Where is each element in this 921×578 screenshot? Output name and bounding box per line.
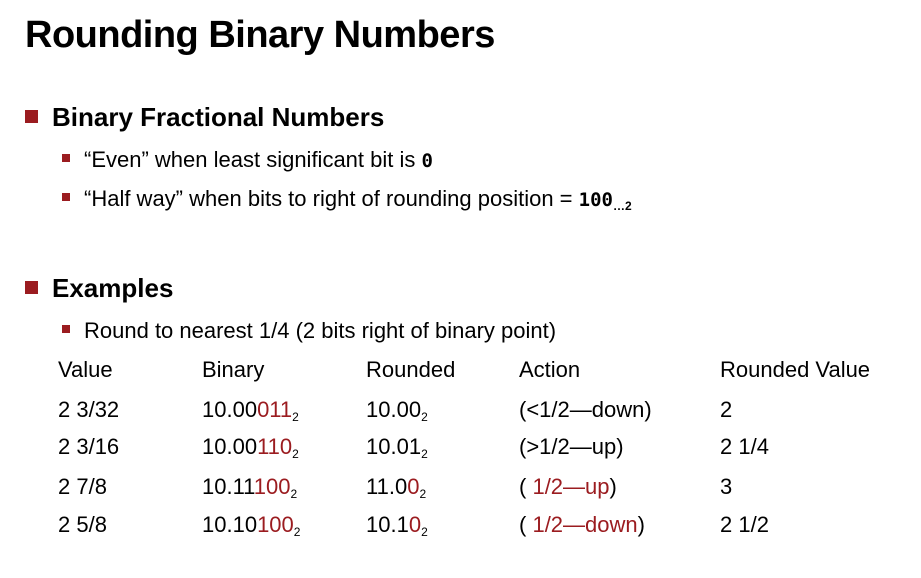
bullet-code-suffix: …2 — [612, 199, 632, 213]
bullet-square-icon — [62, 154, 70, 162]
bullet-text: “Half way” when bits to right of roundin… — [84, 186, 579, 211]
table-cell-value: 2 7/8 — [58, 474, 107, 499]
table-header: Rounded — [366, 357, 456, 382]
table-cell-rounded-value: 2 1/2 — [720, 512, 769, 537]
bullet-square-icon — [62, 325, 70, 333]
table-cell-action: ( 1/2—down) — [519, 512, 645, 537]
section-heading-examples: Examples — [25, 273, 173, 304]
bullet-square-icon — [25, 281, 38, 294]
table-cell-rounded-value: 3 — [720, 474, 733, 499]
table-cell-binary: 10.000112 — [202, 397, 299, 424]
slide-title: Rounding Binary Numbers — [25, 14, 495, 56]
table-header: Action — [519, 357, 581, 382]
table-cell-action: (>1/2—up) — [519, 434, 624, 459]
bullet-text: “Even” when least significant bit is — [84, 147, 422, 172]
table-cell-rounded-value: 2 1/4 — [720, 434, 769, 459]
table-cell-binary: 10.111002 — [202, 474, 298, 501]
table-cell-rounded-value: 2 — [720, 397, 733, 422]
table-header: Binary — [202, 357, 265, 382]
bullet-round-to-quarter: Round to nearest 1/4 (2 bits right of bi… — [62, 318, 556, 344]
bullet-text: Round to nearest 1/4 (2 bits right of bi… — [84, 318, 557, 343]
bullet-square-icon — [62, 193, 70, 201]
bullet-even: “Even” when least significant bit is 0 — [62, 147, 433, 173]
table-cell-action: (<1/2—down) — [519, 397, 652, 422]
section-heading-text: Binary Fractional Numbers — [52, 102, 385, 132]
bullet-half-way: “Half way” when bits to right of roundin… — [62, 186, 632, 213]
table-cell-rounded: 10.012 — [366, 434, 428, 461]
section-heading-binary-fractional: Binary Fractional Numbers — [25, 102, 384, 133]
section-heading-text: Examples — [52, 273, 174, 303]
bullet-code: 100 — [578, 189, 613, 211]
table-header: Value — [58, 357, 113, 382]
table-cell-rounded: 10.102 — [366, 512, 428, 539]
table-header: Rounded Value — [720, 357, 871, 382]
table-cell-value: 2 5/8 — [58, 512, 107, 537]
table-cell-value: 2 3/32 — [58, 397, 120, 422]
table-cell-binary: 10.101002 — [202, 512, 301, 539]
table-cell-rounded: 10.002 — [366, 397, 428, 424]
table-cell-rounded: 11.002 — [366, 474, 427, 501]
table-cell-value: 2 3/16 — [58, 434, 120, 459]
bullet-code: 0 — [421, 150, 433, 172]
table-cell-binary: 10.001102 — [202, 434, 299, 461]
bullet-square-icon — [25, 110, 38, 123]
table-cell-action: ( 1/2—up) — [519, 474, 617, 499]
